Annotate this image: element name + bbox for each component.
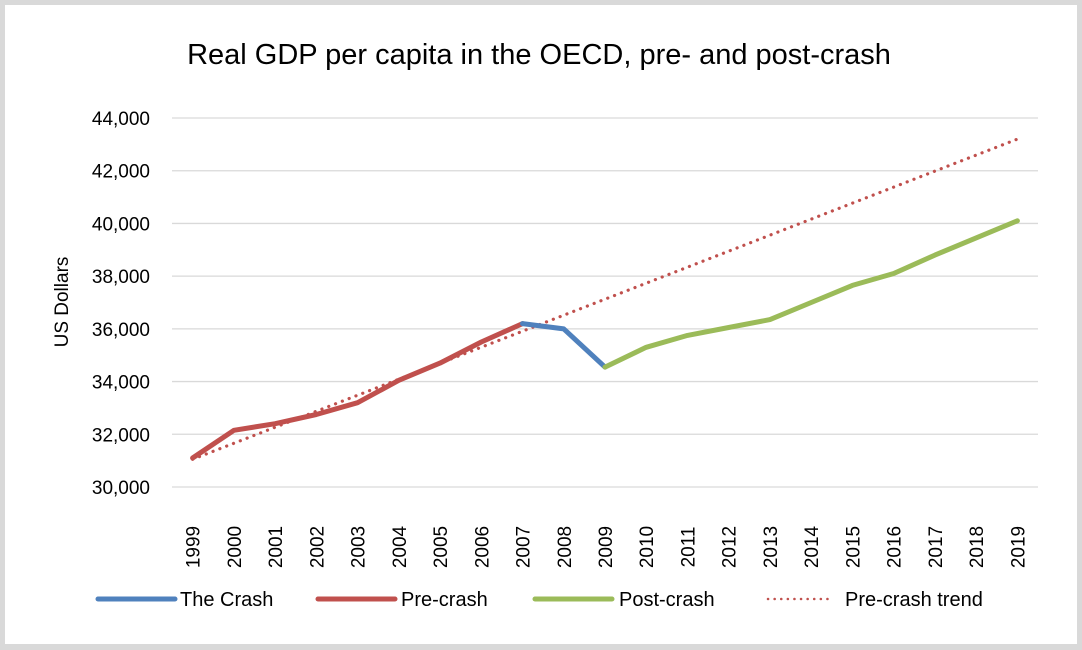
x-tick-label: 2016 [885, 526, 906, 568]
legend-item: Post-crash [532, 589, 715, 611]
y-tick-label: 30,000 [92, 478, 150, 499]
x-tick-label: 2014 [802, 525, 823, 568]
chart-title: Real GDP per capita in the OECD, pre- an… [187, 39, 891, 71]
y-tick-label: 36,000 [92, 320, 150, 341]
series-line-the-crash [520, 321, 608, 370]
y-tick-label: 32,000 [92, 425, 150, 446]
x-tick-label: 2012 [720, 526, 741, 568]
legend-label: The Crash [180, 589, 273, 611]
y-tick-label: 34,000 [92, 373, 150, 394]
legend-label: Post-crash [619, 589, 715, 611]
x-tick-label: 2019 [1008, 526, 1029, 568]
y-tick-label: 40,000 [92, 214, 150, 235]
x-tick-label: 2007 [514, 526, 535, 568]
x-tick-label: 2001 [266, 526, 287, 568]
series-line-post-crash [602, 218, 1020, 370]
x-tick-label: 2004 [390, 525, 411, 568]
x-tick-label: 2006 [472, 526, 493, 568]
legend-label: Pre-crash [401, 589, 488, 611]
legend-item: Pre-crash trend [766, 589, 983, 611]
series-line-pre-crash-trend [191, 137, 1020, 461]
x-tick-label: 2003 [349, 526, 370, 568]
x-tick-label: 1999 [184, 526, 205, 568]
x-tick-label: 2017 [926, 526, 947, 568]
y-tick-label: 38,000 [92, 267, 150, 288]
x-tick-label: 2009 [596, 526, 617, 568]
y-tick-label: 44,000 [92, 109, 150, 130]
x-tick-label: 2018 [967, 526, 988, 568]
x-tick-label: 2015 [843, 526, 864, 568]
series-line-pre-crash [190, 321, 525, 461]
legend-label: Pre-crash trend [845, 589, 983, 611]
y-axis-label: US Dollars [52, 257, 73, 348]
x-tick-label: 2005 [431, 526, 452, 568]
x-tick-label: 2010 [637, 526, 658, 568]
x-tick-label: 2008 [555, 526, 576, 568]
legend-item: The Crash [95, 589, 273, 611]
x-tick-label: 2000 [225, 526, 246, 568]
legend-item: Pre-crash [315, 589, 488, 611]
y-tick-label: 42,000 [92, 162, 150, 183]
x-tick-label: 2002 [307, 526, 328, 568]
x-tick-label: 2013 [761, 526, 782, 568]
x-tick-label: 2011 [678, 527, 699, 568]
